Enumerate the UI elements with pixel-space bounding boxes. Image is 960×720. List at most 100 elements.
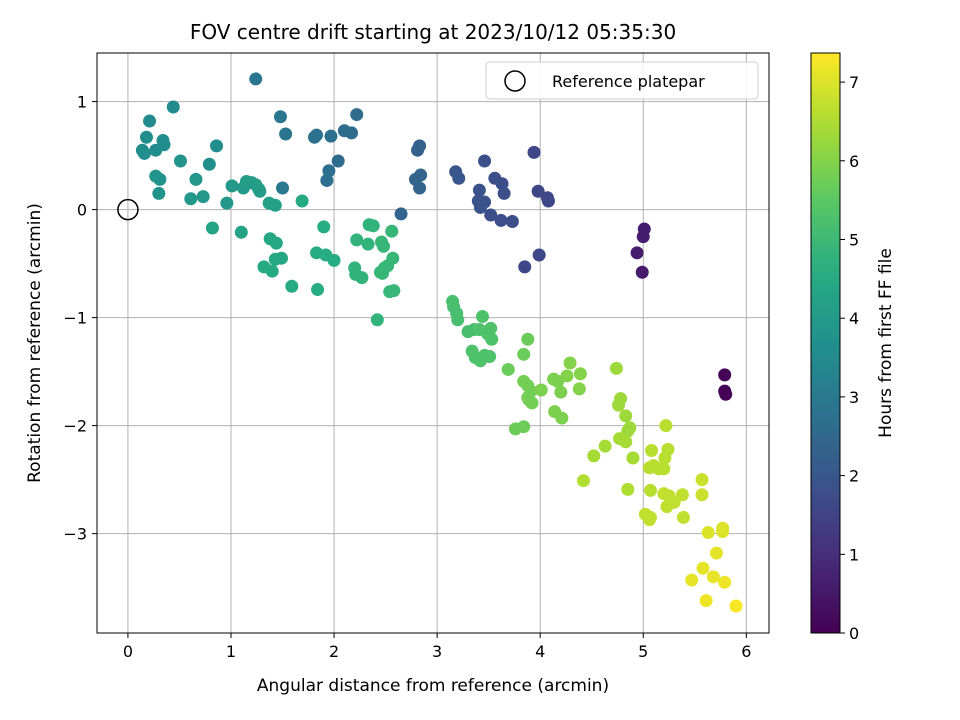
data-point [522,393,536,407]
data-point [497,186,511,200]
data-point [573,367,587,381]
data-point [331,154,345,168]
y-tick-label: −1 [63,309,87,328]
data-point [196,190,210,204]
data-point [350,233,364,247]
data-point [619,409,633,423]
data-point [484,208,498,222]
data-point [317,220,331,234]
data-point [667,495,681,509]
y-tick-label: −2 [63,417,87,436]
colorbar-tick-label: 2 [849,467,859,486]
data-point [411,143,425,157]
data-point [657,462,671,476]
legend-box [485,61,759,100]
data-point [719,387,733,401]
colorbar-tick-label: 5 [849,231,859,250]
data-point [637,222,651,236]
data-point [555,411,569,425]
x-tick-label: 1 [226,642,236,661]
data-point [612,398,626,412]
x-tick-label: 5 [638,642,648,661]
data-point [220,196,234,210]
data-point [137,146,151,160]
data-point [268,198,282,212]
data-point [184,192,198,206]
data-point [173,154,187,168]
reference-platepar-marker [117,198,139,221]
colorbar-tick-label: 0 [849,624,859,643]
data-point [249,72,263,86]
data-point [661,442,675,456]
data-point [659,419,673,433]
colorbar-tick-label: 1 [849,545,859,564]
plot-frame [96,52,770,634]
data-point [295,194,309,208]
data-point [475,310,489,324]
data-point [361,237,375,251]
y-tick-label: −3 [63,525,87,544]
data-point [695,488,709,502]
data-point [696,561,710,575]
data-point [675,488,689,502]
data-point [494,213,508,227]
data-point [478,154,492,168]
data-point [635,265,649,279]
data-point [451,313,465,327]
data-point [269,236,283,250]
data-point [279,127,293,141]
data-point [205,221,219,235]
data-point [517,420,531,434]
data-point [143,114,157,128]
data-point [337,124,351,138]
data-point [645,443,659,457]
legend: Reference platepar [485,61,759,100]
data-point [210,139,224,153]
data-point [517,347,531,361]
colorbar-ticks: 0 1 2 3 4 5 6 7 [840,73,859,643]
colorbar-tick-label: 4 [849,309,859,328]
data-point [729,599,743,613]
y-tick-label: 0 [77,201,87,220]
data-point [478,195,492,209]
data-point [350,108,364,122]
data-point [189,172,203,186]
data-point [598,439,612,453]
data-point [626,451,640,465]
data-point [587,449,601,463]
data-point [355,271,369,285]
x-tick-label: 3 [432,642,442,661]
data-point [534,383,548,397]
legend-entry-reference: Reference platepar [552,72,705,91]
y-axis-ticks: −3 −2 −1 0 1 [63,93,97,544]
data-point [273,110,287,124]
data-point [532,248,546,262]
legend-marker-reference [504,70,526,92]
data-point [630,246,644,260]
data-point [157,138,171,152]
data-point [202,157,216,171]
grid-lines [97,53,769,633]
data-point [541,194,555,208]
x-axis-ticks: 0 1 2 3 4 5 6 [123,633,751,661]
data-point [621,482,635,496]
data-point [377,239,391,253]
data-point [505,214,519,228]
data-point [623,421,637,435]
data-point [619,435,633,449]
x-tick-label: 0 [123,642,133,661]
data-point [366,219,380,233]
data-point [527,145,541,159]
data-point [265,264,279,278]
data-point [394,207,408,221]
data-point [268,252,282,266]
data-point [153,172,167,186]
data-point [152,186,166,200]
data-point [560,369,574,383]
x-tick-label: 2 [329,642,339,661]
data-point [495,177,509,191]
data-point [501,362,515,376]
data-point [311,283,325,297]
data-point [413,181,427,195]
